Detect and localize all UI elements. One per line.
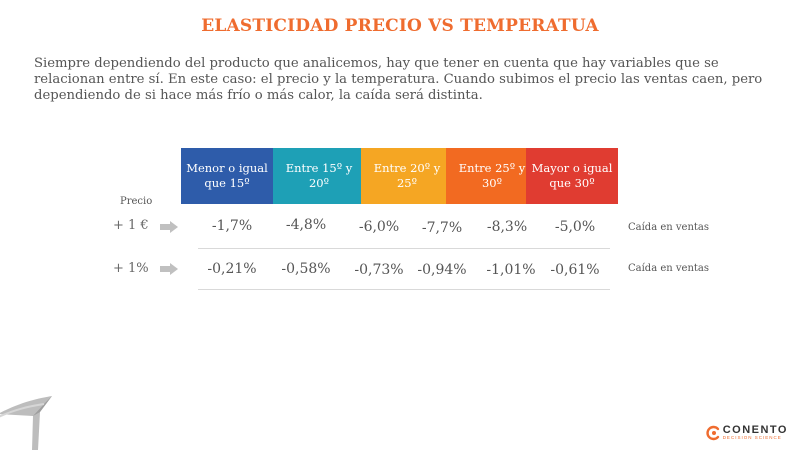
- right-arrow-icon: [160, 221, 178, 233]
- value-cell: -4,8%: [285, 217, 327, 233]
- row-divider: [198, 289, 610, 290]
- row-divider: [198, 248, 610, 249]
- header-temp-le-15: Menor o igual que 15º: [181, 148, 273, 204]
- value-cell: -7,7%: [421, 220, 463, 236]
- value-cell: -0,94%: [417, 262, 467, 278]
- header-temp-20-25: Entre 20º y 25º: [361, 148, 453, 204]
- row-label-1-euro: + 1 €: [113, 218, 149, 233]
- header-label: Menor o igual que 15º: [186, 161, 268, 190]
- value-cell: -1,01%: [486, 262, 536, 278]
- value-cell: -1,7%: [211, 218, 253, 234]
- conento-c-icon: [706, 425, 719, 441]
- header-temp-15-20: Entre 15º y 20º: [273, 148, 365, 204]
- header-temp-25-30: Entre 25º y 30º: [446, 148, 538, 204]
- right-arrow-icon: [160, 263, 178, 275]
- header-label: Mayor o igual que 30º: [531, 161, 613, 190]
- conento-logo: CONENTO DECISION SCIENCE: [705, 425, 788, 441]
- value-cell: -5,0%: [554, 219, 596, 235]
- value-cell: -0,58%: [281, 261, 331, 277]
- header-label: Entre 25º y 30º: [458, 161, 526, 190]
- header-temp-ge-30: Mayor o igual que 30º: [526, 148, 618, 204]
- row-header-label: Precio: [120, 196, 153, 207]
- logo-name: CONENTO: [722, 424, 788, 436]
- value-cell: -0,61%: [550, 262, 600, 278]
- paper-plane-icon: [0, 396, 52, 450]
- value-cell: -6,0%: [358, 219, 400, 235]
- header-label: Entre 20º y 25º: [373, 161, 441, 190]
- value-cell: -0,73%: [354, 262, 404, 278]
- row-caption: Caída en ventas: [628, 263, 710, 274]
- page-title: ELASTICIDAD PRECIO VS TEMPERATUA: [201, 16, 599, 36]
- value-cell: -0,21%: [207, 261, 257, 277]
- row-caption: Caída en ventas: [628, 222, 710, 233]
- logo-tagline: DECISION SCIENCE: [722, 435, 782, 440]
- intro-paragraph: Siempre dependiendo del producto que ana…: [34, 56, 763, 103]
- row-label-1-percent: + 1%: [113, 261, 149, 276]
- value-cell: -8,3%: [486, 219, 528, 235]
- header-label: Entre 15º y 20º: [285, 161, 353, 190]
